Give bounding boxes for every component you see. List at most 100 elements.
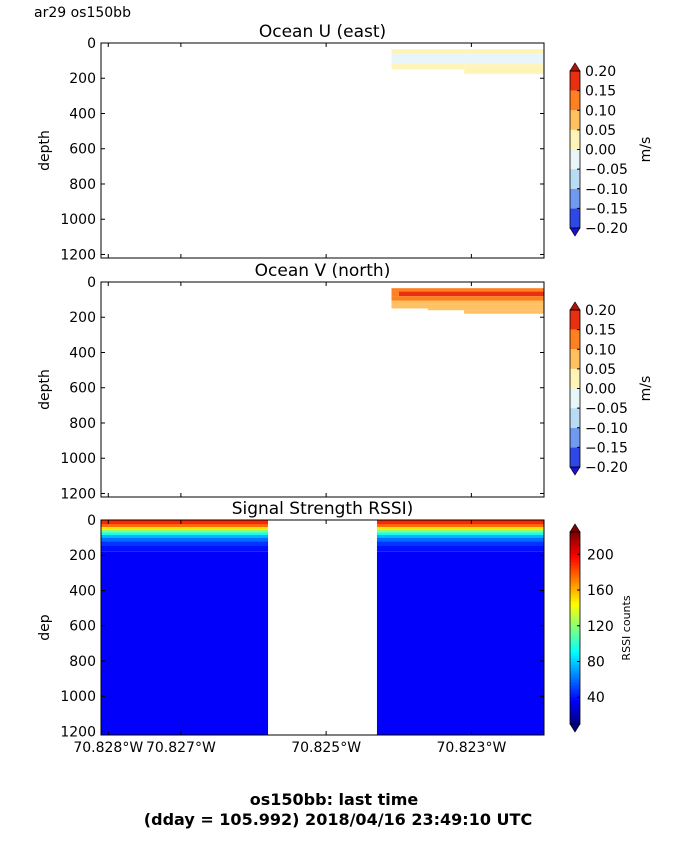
y-tick-label: 1000 — [60, 689, 96, 705]
colorbar-step — [570, 688, 580, 692]
heatmap-cell — [391, 304, 544, 309]
colorbar-bin — [570, 349, 580, 369]
colorbar-tick-label: −0.05 — [585, 162, 628, 178]
panel-1-axes — [100, 42, 545, 259]
rssi-band — [101, 541, 269, 546]
colorbar-step — [570, 610, 580, 614]
colorbar-step — [570, 562, 580, 566]
colorbar-step — [570, 559, 580, 563]
colorbar-step — [570, 712, 580, 716]
figure-suptitle: ar29 os150bb — [34, 5, 131, 21]
footer-line1: os150bb: last time — [250, 790, 419, 809]
rssi-band — [376, 545, 544, 552]
colorbar-tick-label: 0.10 — [585, 342, 616, 358]
y-tick-label: 1200 — [60, 247, 96, 263]
rssi-band — [101, 534, 269, 538]
colorbar-step — [570, 571, 580, 575]
colorbar-tick-label: 40 — [587, 690, 605, 706]
colorbar-tick-label: 200 — [587, 547, 614, 563]
colorbar-tick-label: −0.20 — [585, 460, 628, 476]
colorbar-tick-label: 0.20 — [585, 64, 616, 80]
colorbar-step — [570, 622, 580, 626]
colorbar-step — [570, 655, 580, 659]
colorbar-bin — [570, 310, 580, 330]
rssi-band — [101, 524, 269, 528]
colorbar-step — [570, 583, 580, 587]
y-tick-label: 800 — [69, 177, 96, 193]
rssi-band — [101, 551, 269, 735]
colorbar-step — [570, 640, 580, 644]
colorbar-step — [570, 673, 580, 677]
colorbar-step — [570, 643, 580, 647]
colorbar-step — [570, 598, 580, 602]
panel-2: Ocean V (north) 0 200 400 600 800 1000 1200 dept… — [37, 261, 654, 502]
panel-2-title: Ocean V (north) — [255, 261, 391, 281]
rssi-band — [101, 532, 269, 535]
colorbar-step — [570, 637, 580, 641]
colorbar-tick-label: 160 — [587, 583, 614, 599]
colorbar-step — [570, 718, 580, 722]
y-tick-label: 200 — [69, 548, 96, 564]
colorbar-step — [570, 589, 580, 593]
colorbar-step — [570, 574, 580, 578]
colorbar-label: RSSI counts — [620, 595, 633, 660]
heatmap-cell — [464, 49, 544, 54]
colorbar-step — [570, 601, 580, 605]
colorbar-step — [570, 664, 580, 668]
colorbar-step — [570, 544, 580, 548]
heatmap-cell — [391, 300, 544, 305]
colorbar-step — [570, 700, 580, 704]
heatmap-cell — [391, 64, 465, 70]
colorbar-bin — [570, 447, 580, 467]
rssi-band — [376, 534, 544, 538]
panel-3-colorbar: 200 160 120 80 40 RSSI counts — [569, 523, 633, 733]
panel-3: Signal Strength RSSI) 0 200 400 600 800 1000 12… — [37, 499, 633, 756]
y-tick-label: 800 — [69, 416, 96, 432]
rssi-band — [101, 529, 269, 533]
colorbar-step — [570, 670, 580, 674]
heatmap-cell — [391, 288, 544, 293]
colorbar-step — [570, 592, 580, 596]
colorbar-bin — [570, 71, 580, 91]
heatmap-cell — [464, 310, 544, 314]
panel-1-ylabel: depth — [37, 130, 53, 171]
colorbar-bin — [570, 388, 580, 409]
rssi-band — [376, 527, 544, 530]
panel-3-ylabel: dep — [37, 614, 53, 641]
heatmap-cell — [464, 53, 544, 65]
colorbar-step — [570, 667, 580, 671]
panel-3-axes — [100, 519, 545, 736]
y-tick-label: 600 — [69, 619, 96, 635]
colorbar-extend-high — [569, 301, 581, 311]
colorbar-step — [570, 535, 580, 539]
rssi-segment — [376, 520, 544, 735]
colorbar-step — [570, 553, 580, 557]
colorbar-bin — [570, 408, 580, 428]
colorbar-tick-label: 0.15 — [585, 323, 616, 339]
heatmap-cell — [391, 296, 544, 301]
x-tick-label: 70.827°W — [146, 740, 216, 756]
colorbar-step — [570, 628, 580, 632]
y-tick-label: 200 — [69, 310, 96, 326]
rssi-band — [376, 541, 544, 546]
x-tick-label: 70.828°W — [73, 740, 143, 756]
colorbar-step — [570, 550, 580, 554]
colorbar-tick-label: −0.20 — [585, 221, 628, 237]
colorbar-tick-label: −0.15 — [585, 201, 628, 217]
colorbar-step — [570, 532, 580, 536]
colorbar-step — [570, 658, 580, 662]
colorbar-step — [570, 631, 580, 635]
rssi-segment — [101, 520, 269, 735]
colorbar-tick-label: −0.10 — [585, 421, 628, 437]
panel-2-axes — [100, 281, 545, 498]
rssi-band — [101, 520, 269, 525]
panel-1-title: Ocean U (east) — [259, 22, 386, 42]
colorbar-step — [570, 607, 580, 611]
heatmap-cell — [427, 308, 544, 311]
colorbar-step — [570, 691, 580, 695]
colorbar-bin — [570, 208, 580, 228]
colorbar-step — [570, 568, 580, 572]
colorbar-step — [570, 625, 580, 629]
y-tick-label: 1200 — [60, 486, 96, 502]
colorbar-step — [570, 580, 580, 584]
